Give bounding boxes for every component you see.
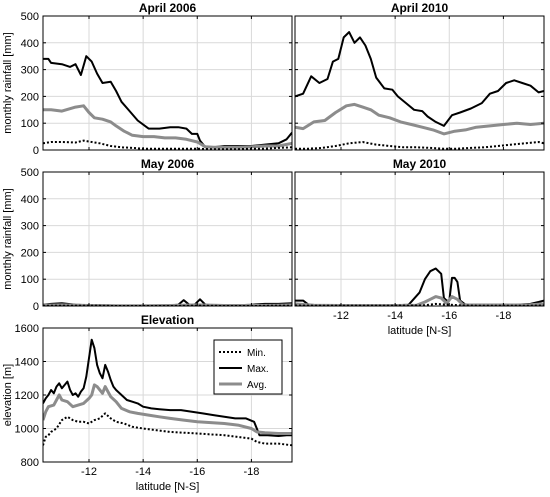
axes-frame	[294, 171, 545, 307]
may-2010-panel: -12 -14 -16 -18 May 2010 latitude [N-S]	[294, 157, 545, 337]
panel-title: May 2010	[393, 157, 447, 171]
max-series-line	[295, 267, 544, 306]
y-tick-label: 400	[21, 38, 39, 50]
x-tick-label: -16	[189, 466, 205, 478]
y-tick-label: 400	[21, 194, 39, 206]
y-axis-label: monthly rainfall [mm]	[2, 32, 14, 133]
x-tick-label: -12	[333, 310, 349, 322]
min-series-line	[43, 412, 292, 447]
y-axis-label: elevation [m]	[2, 364, 14, 426]
x-tick-label: -16	[441, 310, 457, 322]
legend-label: Min.	[247, 348, 266, 359]
avg-series-line	[43, 104, 292, 149]
may-2006-panel: 0 100 200 300 400 500 May 2006 monthly rainfall…	[2, 157, 293, 313]
axes-frame	[42, 15, 293, 151]
y-tick-label: 100	[21, 274, 39, 286]
y-tick-label: 300	[21, 65, 39, 77]
avg-series-line	[295, 102, 544, 136]
y-tick-label: 1400	[15, 357, 39, 369]
legend-label: Avg.	[247, 380, 267, 391]
panel-title: Elevation	[141, 313, 194, 327]
axes-frame	[294, 15, 545, 151]
y-tick-label: 1200	[15, 390, 39, 402]
y-tick-label: 500	[21, 11, 39, 23]
avg-series-line	[43, 383, 292, 435]
x-tick-label: -18	[495, 310, 511, 322]
y-tick-label: 300	[21, 221, 39, 233]
y-tick-label: 200	[21, 91, 39, 103]
y-tick-label: 200	[21, 247, 39, 259]
y-tick-label: 500	[21, 167, 39, 179]
x-tick-label: -14	[387, 310, 403, 322]
x-tick-label: -18	[243, 466, 259, 478]
min-series-line	[295, 141, 544, 150]
y-axis-label: monthly rainfall [mm]	[2, 188, 14, 289]
x-tick-label: -14	[135, 466, 151, 478]
y-tick-label: 800	[21, 457, 39, 469]
legend: Min. Max. Avg.	[213, 339, 283, 395]
max-series-line	[43, 338, 292, 437]
panel-title: April 2006	[139, 1, 197, 15]
y-tick-label: 100	[21, 118, 39, 130]
april-2010-panel: April 2010	[294, 1, 545, 151]
max-series-line	[295, 31, 544, 127]
y-tick-label: 1000	[15, 424, 39, 436]
x-axis-label: latitude [N-S]	[388, 325, 452, 337]
april-2006-panel: 0 100 200 300 400 500 April 2006 monthly rainfa…	[2, 1, 293, 157]
x-axis-label: latitude [N-S]	[136, 481, 200, 493]
legend-label: Max.	[247, 364, 269, 375]
avg-series-line	[295, 295, 544, 306]
y-tick-label: 0	[33, 145, 39, 157]
panel-title: May 2006	[141, 157, 195, 171]
x-tick-label: -12	[81, 466, 97, 478]
panel-title: April 2010	[391, 1, 449, 15]
axes-frame	[42, 171, 293, 307]
elevation-panel: 800 1000 1200 1400 1600 -12 -14 -16 -18 Elevation…	[2, 313, 293, 493]
y-tick-label: 0	[33, 301, 39, 313]
min-series-line	[43, 139, 292, 150]
y-tick-label: 1600	[15, 323, 39, 335]
